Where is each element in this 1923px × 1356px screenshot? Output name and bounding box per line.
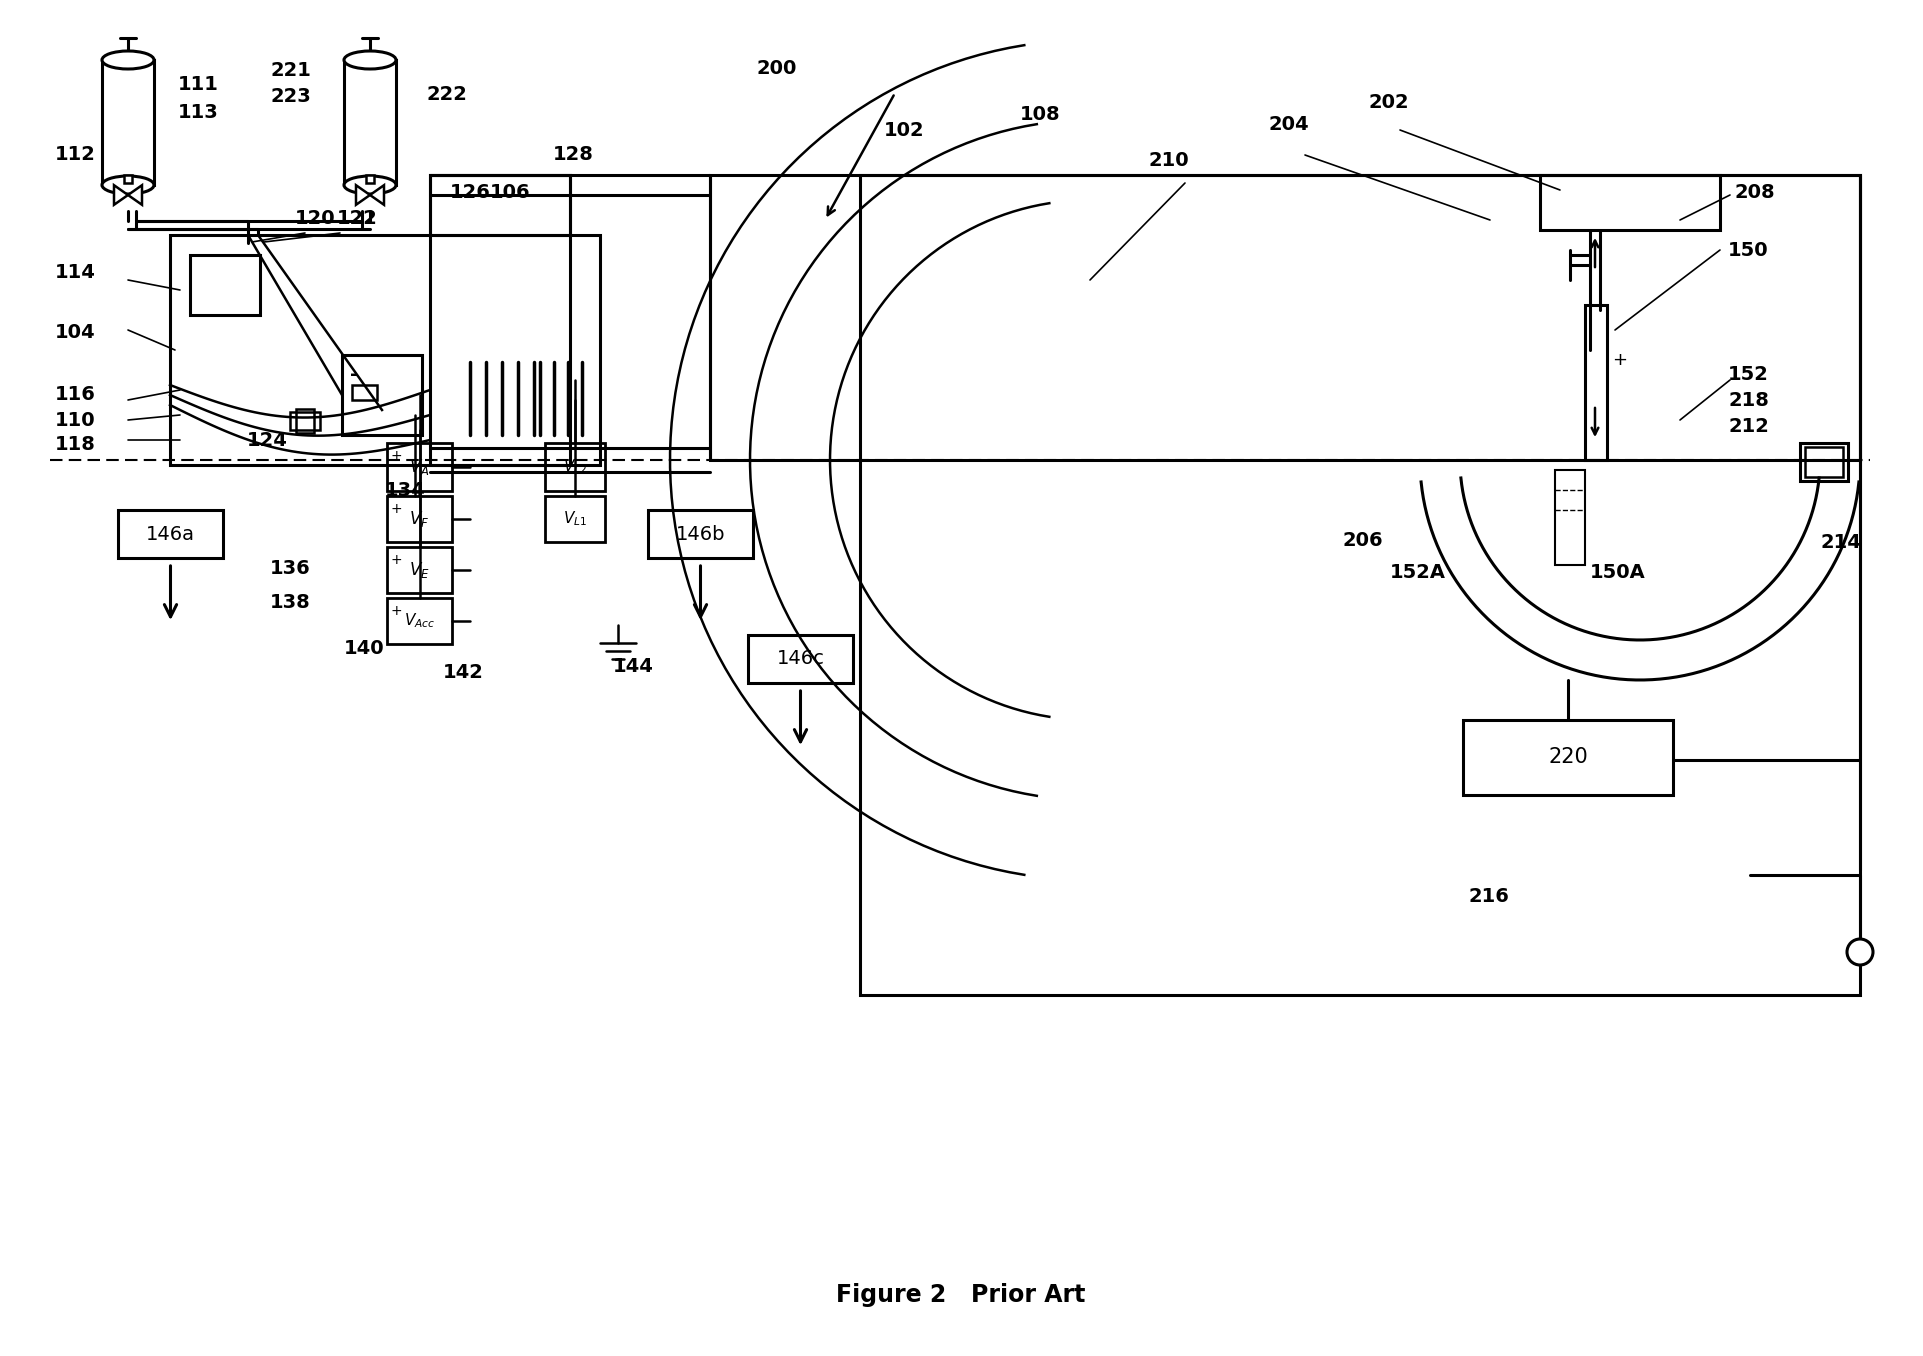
Polygon shape bbox=[113, 186, 129, 205]
Text: 200: 200 bbox=[758, 58, 798, 77]
Text: 146b: 146b bbox=[675, 525, 725, 544]
Bar bbox=[117, 510, 223, 559]
Text: 106: 106 bbox=[490, 183, 531, 202]
Text: $V_A$: $V_A$ bbox=[410, 457, 429, 477]
Bar bbox=[1806, 447, 1842, 477]
Bar bbox=[748, 635, 854, 683]
Text: $V_{L1}$: $V_{L1}$ bbox=[563, 510, 587, 529]
Polygon shape bbox=[129, 186, 142, 205]
Ellipse shape bbox=[344, 52, 396, 69]
Text: +: + bbox=[390, 603, 402, 618]
Bar bbox=[102, 60, 154, 184]
Text: 150: 150 bbox=[1729, 240, 1769, 259]
Bar bbox=[710, 175, 1860, 460]
Ellipse shape bbox=[344, 176, 396, 194]
Text: 221: 221 bbox=[269, 61, 312, 80]
Text: 223: 223 bbox=[269, 88, 312, 107]
Bar bbox=[1800, 443, 1848, 481]
Text: 128: 128 bbox=[554, 145, 594, 164]
Text: 218: 218 bbox=[1729, 391, 1769, 410]
Polygon shape bbox=[369, 186, 385, 205]
Text: 112: 112 bbox=[56, 145, 96, 164]
Text: 104: 104 bbox=[56, 324, 96, 343]
Ellipse shape bbox=[102, 176, 154, 194]
Text: +: + bbox=[1611, 351, 1627, 369]
Text: 113: 113 bbox=[179, 103, 219, 122]
Text: 146c: 146c bbox=[777, 650, 825, 669]
Bar bbox=[648, 510, 754, 559]
Bar bbox=[387, 496, 452, 542]
Text: 126: 126 bbox=[450, 183, 490, 202]
Text: 152A: 152A bbox=[1390, 564, 1446, 583]
Text: +: + bbox=[390, 449, 402, 462]
Text: 208: 208 bbox=[1735, 183, 1775, 202]
Text: 116: 116 bbox=[56, 385, 96, 404]
Bar bbox=[431, 175, 569, 465]
Text: 204: 204 bbox=[1267, 115, 1310, 134]
Bar bbox=[342, 355, 421, 435]
Bar bbox=[296, 410, 313, 433]
Text: 108: 108 bbox=[1019, 106, 1061, 125]
Bar bbox=[290, 412, 319, 430]
Polygon shape bbox=[356, 186, 369, 205]
Text: $V_F$: $V_F$ bbox=[410, 508, 429, 529]
Bar bbox=[1463, 720, 1673, 795]
Bar bbox=[387, 546, 452, 593]
Bar bbox=[365, 175, 373, 183]
Ellipse shape bbox=[102, 52, 154, 69]
Text: 150A: 150A bbox=[1590, 564, 1646, 583]
Text: Figure 2   Prior Art: Figure 2 Prior Art bbox=[837, 1283, 1086, 1307]
Text: 124: 124 bbox=[246, 430, 288, 449]
Text: 144: 144 bbox=[613, 656, 654, 675]
Text: 212: 212 bbox=[1729, 418, 1769, 437]
Bar bbox=[1556, 471, 1585, 565]
Bar bbox=[431, 175, 569, 235]
Text: 216: 216 bbox=[1467, 887, 1510, 906]
Text: 138: 138 bbox=[269, 594, 312, 613]
Bar bbox=[544, 443, 606, 491]
Text: $V_E$: $V_E$ bbox=[410, 560, 431, 580]
Text: $V_{L2}$: $V_{L2}$ bbox=[563, 458, 587, 476]
Text: 214: 214 bbox=[1819, 533, 1861, 552]
Text: 222: 222 bbox=[427, 85, 467, 104]
Text: 110: 110 bbox=[56, 411, 96, 430]
Circle shape bbox=[1846, 938, 1873, 965]
Text: 146a: 146a bbox=[146, 525, 194, 544]
Bar bbox=[190, 255, 260, 315]
Text: 120: 120 bbox=[294, 209, 337, 228]
Text: 142: 142 bbox=[442, 663, 485, 682]
Bar bbox=[387, 598, 452, 644]
Text: 114: 114 bbox=[56, 263, 96, 282]
Text: +: + bbox=[390, 502, 402, 517]
Bar bbox=[1540, 175, 1719, 231]
Bar bbox=[860, 175, 1860, 995]
Text: 206: 206 bbox=[1342, 530, 1385, 549]
Text: +: + bbox=[390, 553, 402, 567]
Text: 202: 202 bbox=[1367, 94, 1410, 113]
Text: 111: 111 bbox=[179, 76, 219, 95]
Bar bbox=[169, 235, 600, 465]
Bar bbox=[544, 496, 606, 542]
Text: $V_{Acc}$: $V_{Acc}$ bbox=[404, 612, 435, 631]
Text: 136: 136 bbox=[269, 559, 312, 578]
Bar bbox=[344, 60, 396, 184]
Bar bbox=[1585, 305, 1608, 460]
Text: 140: 140 bbox=[344, 639, 385, 658]
Text: 134: 134 bbox=[385, 480, 425, 499]
Text: 210: 210 bbox=[1148, 151, 1188, 170]
Bar bbox=[387, 443, 452, 491]
Text: 118: 118 bbox=[56, 435, 96, 454]
Text: 122: 122 bbox=[337, 209, 379, 228]
Bar bbox=[123, 175, 133, 183]
Text: 220: 220 bbox=[1548, 747, 1588, 767]
Text: 102: 102 bbox=[885, 121, 925, 140]
Bar bbox=[352, 385, 377, 400]
Text: 152: 152 bbox=[1729, 366, 1769, 385]
Text: -: - bbox=[350, 366, 358, 385]
